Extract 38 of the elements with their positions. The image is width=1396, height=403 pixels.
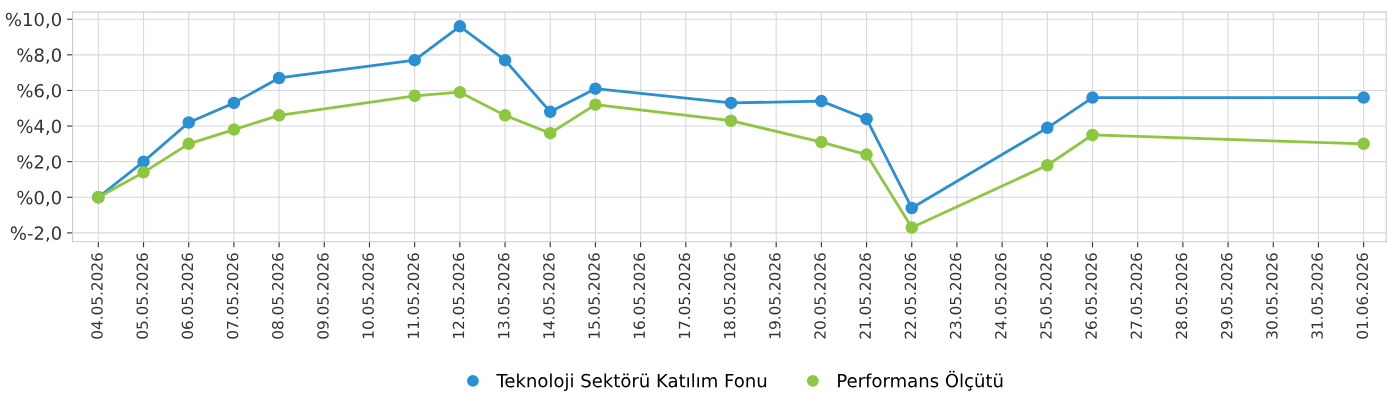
x-tick-label: 21.05.2026 [859,253,871,339]
x-tick-label: 31.05.2026 [1311,253,1323,339]
x-tick-label: 12.05.2026 [452,253,465,339]
x-tick-label: 06.05.2026 [181,253,194,339]
x-tick-label: 13.05.2026 [497,253,510,339]
x-tick-label: 09.05.2026 [317,253,329,339]
x-tick-label: 15.05.2026 [588,253,600,339]
x-tick-label: 08.05.2026 [271,253,284,339]
x-tick-label: 26.05.2026 [1085,253,1097,339]
legend-label: Performans Ölçütü [838,370,1003,391]
x-tick-label: 04.05.2026 [91,253,103,339]
x-tick-label: 19.05.2026 [769,253,781,339]
y-tick-label: %6,0 [17,83,61,100]
x-tick-label: 16.05.2026 [633,253,646,339]
x-tick-label: 01.06.2026 [1356,253,1369,339]
x-tick-label: 05.05.2026 [136,253,148,339]
x-tick-label: 14.05.2026 [543,253,555,339]
x-tick-label: 28.05.2026 [1175,253,1188,339]
x-tick-label: 11.05.2026 [407,253,420,339]
x-tick-label: 17.05.2026 [678,253,691,339]
x-tick-label: 27.05.2026 [1130,253,1143,339]
legend-label: Teknoloji Sektörü Katılım Fonu [496,373,767,391]
y-tick-label: %0,0 [17,190,61,207]
y-tick-label: %10,0 [5,12,61,29]
y-tick-label: %-2,0 [10,226,61,242]
x-tick-label: 30.05.2026 [1266,253,1278,339]
x-tick-label: 22.05.2026 [904,253,917,339]
y-tick-label: %8,0 [17,48,61,64]
x-tick-label: 25.05.2026 [1040,253,1052,339]
x-tick-label: 24.05.2026 [995,253,1007,339]
y-tick-label: %2,0 [17,155,61,171]
x-tick-label: 10.05.2026 [362,253,374,339]
x-tick-label: 23.05.2026 [949,253,962,339]
x-tick-label: 20.05.2026 [814,253,826,339]
x-tick-label: 29.05.2026 [1220,253,1233,339]
x-tick-label: 18.05.2026 [723,253,736,339]
y-tick-label: %4,0 [17,119,61,136]
x-tick-label: 07.05.2026 [226,253,239,339]
